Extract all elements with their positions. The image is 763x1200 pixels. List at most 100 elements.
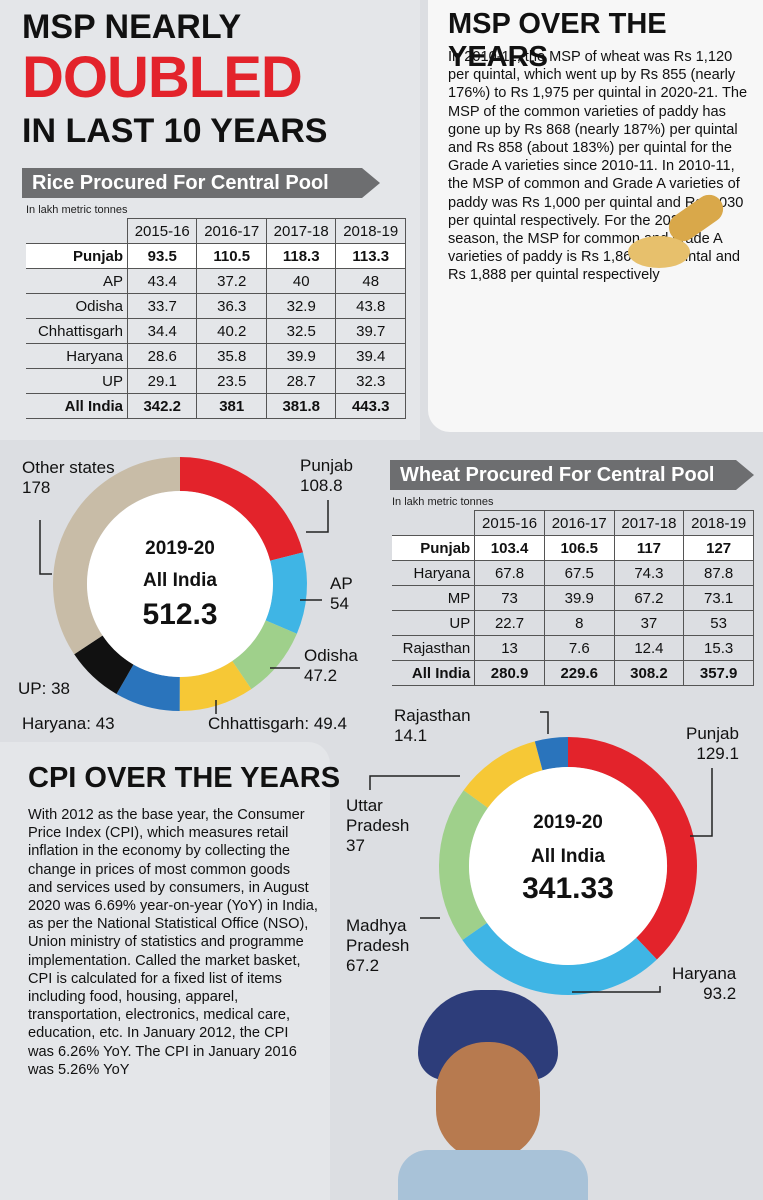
rice-state-cell: Chhattisgarh: [26, 318, 128, 344]
rice-slice-ap: [265, 552, 307, 634]
cpi-text: With 2012 as the base year, the Consumer…: [28, 807, 318, 1078]
rice-value-cell: 43.4: [126, 268, 198, 294]
wheat-col-header: 2017-18: [613, 510, 685, 536]
wheat-center-label: All India: [531, 846, 605, 867]
rice-slice-other-states: [53, 457, 181, 655]
wheat-label-punjab: Punjab 129.1: [686, 724, 739, 763]
rice-donut-hole: [87, 491, 273, 677]
wheat-slice-punjab: [567, 737, 697, 960]
wheat-value-cell: 7.6: [543, 635, 615, 661]
wheat-value-cell: 229.6: [543, 660, 615, 686]
wheat-label-rajasthan: Rajasthan 14.1: [394, 706, 471, 745]
headline-line1: MSP NEARLY: [22, 8, 242, 46]
wheat-value-cell: 106.5: [543, 535, 615, 561]
table-row: Punjab 93.5 110.5 118.3 113.3: [26, 243, 406, 269]
rice-leader-punjab: [306, 500, 329, 533]
table-row: UP 22.7 8 37 53: [392, 610, 754, 636]
wheat-value-cell: 39.9: [543, 585, 615, 611]
rice-slice-chhattisgarh: [179, 660, 252, 712]
wheat-state-cell: MP: [392, 585, 476, 611]
msp-text: In 2010-11, the MSP of wheat was Rs 1,12…: [448, 49, 748, 284]
rice-slice-up: [74, 634, 135, 694]
rice-label-ap: AP 54: [330, 574, 353, 613]
wheat-value-cell: 15.3: [683, 635, 754, 661]
table-row: All India 342.2 381 381.8 443.3: [26, 393, 406, 419]
table-row: UP 29.1 23.5 28.7 32.3: [26, 368, 406, 394]
rice-value-cell: 43.8: [335, 293, 406, 319]
rice-table-title: Rice Procured For Central Pool: [22, 168, 380, 198]
rice-value-cell: 33.7: [126, 293, 198, 319]
msp-title: MSP OVER THE YEARS: [448, 8, 667, 73]
wheat-leader-up: [369, 775, 460, 790]
wheat-center-total: 341.33: [522, 872, 614, 905]
wheat-leader-rajasthan: [540, 711, 549, 734]
cpi-title: CPI OVER THE YEARS: [28, 762, 341, 794]
headline-line3: IN LAST 10 YEARS: [22, 112, 328, 150]
rice-value-cell: 37.2: [196, 268, 267, 294]
wheat-state-cell: All India: [392, 660, 476, 686]
rice-value-cell: 28.7: [265, 368, 337, 394]
table-row: Chhattisgarh 34.4 40.2 32.5 39.7: [26, 318, 406, 344]
rice-state-cell: All India: [26, 393, 128, 419]
wheat-value-cell: 13: [474, 635, 545, 661]
wheat-value-cell: 53: [683, 610, 754, 636]
rice-unit: In lakh metric tonnes: [26, 204, 128, 216]
cpi-panel: [0, 742, 330, 1200]
headline-doubled: DOUBLED: [22, 45, 303, 110]
wheat-slice-haryana: [462, 922, 657, 995]
wheat-value-cell: 73: [474, 585, 545, 611]
table-row: Rajasthan 13 7.6 12.4 15.3: [392, 635, 754, 661]
wheat-value-cell: 117: [613, 535, 685, 561]
rice-state-cell: Odisha: [26, 293, 128, 319]
wheat-slice-madhya-pradesh: [439, 790, 489, 941]
rice-value-cell: 342.2: [126, 393, 198, 419]
rice-value-cell: 36.3: [196, 293, 267, 319]
wheat-center-year: 2019-20: [533, 812, 603, 833]
rice-center-label: All India: [143, 570, 217, 591]
rice-value-cell: 118.3: [265, 243, 337, 269]
rice-slice-haryana: [116, 664, 181, 711]
rice-label-up: UP: 38: [18, 679, 70, 698]
rice-label-punjab: Punjab 108.8: [300, 456, 353, 495]
rice-value-cell: 32.3: [335, 368, 406, 394]
wheat-label-mp: Madhya Pradesh 67.2: [346, 916, 410, 975]
table-row: Punjab 103.4 106.5 117 127: [392, 535, 754, 561]
wheat-slice-uttar-pradesh: [463, 741, 544, 809]
wheat-value-cell: 308.2: [613, 660, 685, 686]
rice-center-year: 2019-20: [145, 538, 215, 559]
rice-col-header: 2016-17: [196, 218, 267, 244]
wheat-label-haryana: Haryana 93.2: [672, 964, 737, 1003]
rice-col-header: 2015-16: [126, 218, 198, 244]
wheat-value-cell: 8: [543, 610, 615, 636]
table-row: All India 280.9 229.6 308.2 357.9: [392, 660, 754, 686]
wheat-value-cell: 280.9: [474, 660, 545, 686]
rice-value-cell: 443.3: [335, 393, 406, 419]
wheat-state-cell: Haryana: [392, 560, 476, 586]
rice-value-cell: 40.2: [196, 318, 267, 344]
rice-value-cell: 110.5: [196, 243, 267, 269]
rice-label-other: Other states 178: [22, 458, 115, 497]
wheat-value-cell: 357.9: [683, 660, 754, 686]
wheat-value-cell: 103.4: [474, 535, 545, 561]
wheat-col-header: 2015-16: [474, 510, 545, 536]
rice-value-cell: 93.5: [126, 243, 198, 269]
wheat-label-up: Uttar Pradesh 37: [346, 796, 410, 855]
wheat-state-cell: Rajasthan: [392, 635, 476, 661]
rice-value-cell: 381: [196, 393, 267, 419]
table-row: Odisha 33.7 36.3 32.9 43.8: [26, 293, 406, 319]
rice-label-haryana: Haryana: 43: [22, 714, 115, 733]
rice-label-odisha: Odisha 47.2: [304, 646, 358, 685]
rice-label-chhattisgarh: Chhattisgarh: 49.4: [208, 714, 347, 733]
rice-leader-other: [39, 520, 52, 575]
rice-table: 2015-16 2016-17 2017-18 2018-19 Punjab 93.5 11…: [26, 218, 406, 419]
rice-value-cell: 39.4: [335, 343, 406, 369]
rice-value-cell: 32.9: [265, 293, 337, 319]
rice-value-cell: 113.3: [335, 243, 406, 269]
wheat-table: 2015-16 2016-17 2017-18 2018-19 Punjab 103.4 1…: [392, 510, 754, 686]
table-row: Haryana 28.6 35.8 39.9 39.4: [26, 343, 406, 369]
wheat-value-cell: 127: [683, 535, 754, 561]
wheat-donut-hole: [469, 767, 667, 965]
rice-value-cell: 39.9: [265, 343, 337, 369]
